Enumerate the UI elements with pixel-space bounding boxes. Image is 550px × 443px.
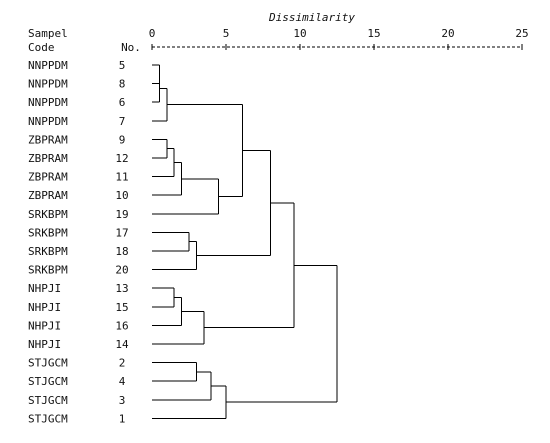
leaf-number: 19 <box>115 208 128 221</box>
leaf-code: NNPPDM <box>28 115 68 128</box>
no-header: No. <box>121 41 141 54</box>
code-header: Code <box>28 41 55 54</box>
leaf-code: NHPJI <box>28 338 61 351</box>
axis-title: Dissimilarity <box>268 11 355 24</box>
axis-ticks: 0 5 10 15 20 25 <box>149 27 529 50</box>
axis-tick-label: 15 <box>367 27 380 40</box>
leaf-code: SRKBPM <box>28 226 68 239</box>
axis-tick-label: 20 <box>441 27 454 40</box>
leaf-code: STJGCM <box>28 394 68 407</box>
leaf-code: STJGCM <box>28 375 68 388</box>
axis-tick-label: 5 <box>223 27 230 40</box>
leaf-number: 18 <box>115 245 128 258</box>
leaf-number: 15 <box>115 301 128 314</box>
leaf-number: 3 <box>119 394 126 407</box>
leaf-code: SRKBPM <box>28 208 68 221</box>
leaf-code: NNPPDM <box>28 96 68 109</box>
axis-tick-label: 10 <box>293 27 306 40</box>
leaf-number: 4 <box>119 375 126 388</box>
leaf-code: SRKBPM <box>28 245 68 258</box>
leaf-number: 11 <box>115 171 128 184</box>
leaf-code: STJGCM <box>28 412 68 425</box>
sample-header: Sampel <box>28 27 68 40</box>
leaf-number: 6 <box>119 96 126 109</box>
leaf-number: 14 <box>115 338 129 351</box>
leaf-code: NHPJI <box>28 319 61 332</box>
leaf-number: 20 <box>115 264 128 277</box>
leaf-number: 8 <box>119 78 126 91</box>
leaf-code: NHPJI <box>28 282 61 295</box>
axis-tick-label: 0 <box>149 27 156 40</box>
leaf-code: ZBPRAM <box>28 171 68 184</box>
leaf-number: 13 <box>115 282 128 295</box>
leaf-number: 12 <box>115 152 128 165</box>
leaf-number: 10 <box>115 189 128 202</box>
leaf-code: ZBPRAM <box>28 152 68 165</box>
leaf-code: NHPJI <box>28 301 61 314</box>
leaf-number: 2 <box>119 357 126 370</box>
leaf-code: NNPPDM <box>28 78 68 91</box>
leaf-labels: NNPPDM 5 NNPPDM 8 NNPPDM 6 NNPPDM 7 ZBPRAM 9 ZBPRA… <box>28 59 129 425</box>
leaf-number: 5 <box>119 59 126 72</box>
leaf-number: 17 <box>115 226 128 239</box>
leaf-code: STJGCM <box>28 357 68 370</box>
axis-tick-label: 25 <box>515 27 528 40</box>
leaf-number: 1 <box>119 412 126 425</box>
leaf-number: 7 <box>119 115 126 128</box>
leaf-number: 16 <box>115 319 128 332</box>
dendrogram-tree <box>152 64 338 419</box>
leaf-code: ZBPRAM <box>28 189 68 202</box>
leaf-code: NNPPDM <box>28 59 68 72</box>
leaf-code: SRKBPM <box>28 264 68 277</box>
leaf-number: 9 <box>119 133 126 146</box>
leaf-code: ZBPRAM <box>28 133 68 146</box>
